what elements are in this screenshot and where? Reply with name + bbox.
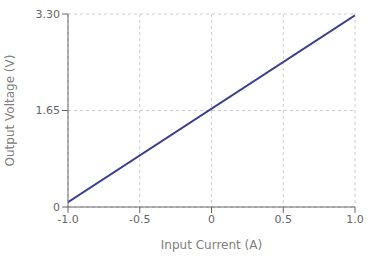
- svg-text:-0.5: -0.5: [129, 213, 150, 226]
- svg-text:3.30: 3.30: [36, 8, 61, 21]
- svg-text:-1.0: -1.0: [57, 213, 78, 226]
- svg-text:Output Voltage (V): Output Voltage (V): [8, 55, 17, 167]
- svg-text:0.5: 0.5: [275, 213, 293, 226]
- svg-text:0: 0: [53, 201, 60, 214]
- svg-text:1.65: 1.65: [36, 104, 61, 117]
- svg-text:1.0: 1.0: [346, 213, 364, 226]
- svg-text:Input Current (A): Input Current (A): [161, 238, 262, 252]
- svg-text:0: 0: [208, 213, 215, 226]
